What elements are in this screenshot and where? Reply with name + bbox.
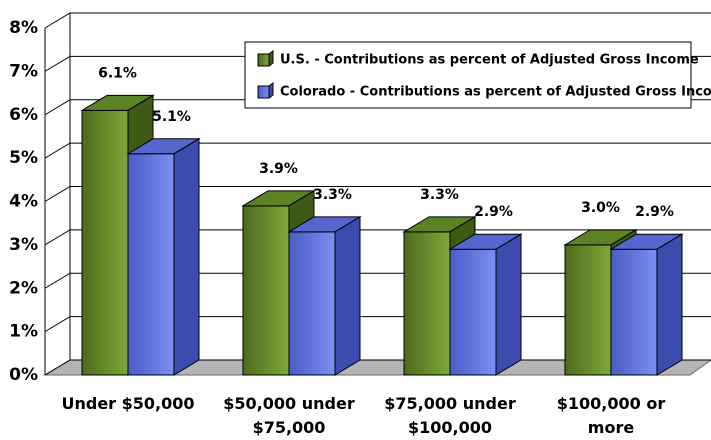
y-tick-label: 6% [9,105,38,125]
y-tick-label: 3% [9,235,38,255]
legend-label: U.S. - Contributions as percent of Adjus… [280,53,699,68]
bar-front [564,244,612,376]
bar-front [403,231,451,376]
x-tick-label: $100,000 or more [556,394,666,437]
y-tick-label: 0% [9,365,38,385]
grid-line [44,12,711,29]
y-tick-label: 5% [9,148,38,168]
value-label: 3.3% [313,187,352,203]
grid-line [44,229,711,246]
x-tick-label: $50,000 under $75,000 [223,394,355,437]
legend-label: Colorado - Contributions as percent of A… [280,85,711,100]
grid-line [44,186,711,202]
value-label: 2.9% [474,204,513,220]
y-tick-label: 1% [9,322,38,342]
legend-swatch [257,85,270,99]
legend-box [244,41,692,109]
legend-swatch-side [268,82,274,99]
value-label: 2.9% [635,204,674,220]
value-label: 3.9% [259,161,298,177]
grid-line [44,142,711,159]
bar-side [173,137,200,376]
bar-side [334,215,361,376]
y-tick-label: 4% [9,192,38,212]
bar-front [449,248,497,376]
bar-front [288,231,336,376]
bar-front [242,205,290,376]
bar-front [127,153,175,376]
bar-side [656,233,683,376]
y-tick-label: 7% [9,61,38,81]
bar-side [495,233,522,376]
legend-swatch-side [268,50,274,67]
y-tick-label: 2% [9,278,38,298]
value-label: 6.1% [98,65,137,81]
legend-swatch [257,53,270,67]
bar-front [610,248,658,376]
value-label: 5.1% [152,109,191,125]
value-label: 3.3% [420,187,459,203]
value-label: 3.0% [581,200,620,216]
x-tick-label: $75,000 under $100,000 [384,394,516,437]
y-tick-label: 8% [9,18,38,38]
bar-front [81,109,129,376]
x-tick-label: Under $50,000 [61,394,195,413]
